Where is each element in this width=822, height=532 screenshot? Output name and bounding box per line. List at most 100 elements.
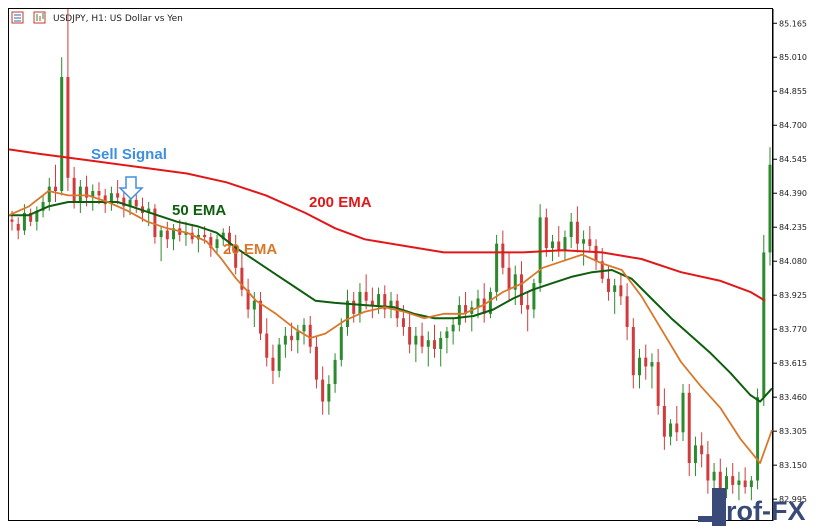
candle-body bbox=[184, 232, 188, 235]
candle bbox=[16, 217, 20, 240]
candle bbox=[575, 206, 579, 253]
candle-body bbox=[495, 243, 499, 292]
candle-body bbox=[725, 476, 729, 490]
candle bbox=[582, 230, 586, 266]
candle-body bbox=[283, 335, 287, 345]
candle-body bbox=[165, 230, 169, 240]
candle-body bbox=[445, 331, 449, 338]
y-tick-label: 82.995 bbox=[779, 495, 807, 504]
chart-menu-icon[interactable] bbox=[11, 11, 24, 24]
candle-body bbox=[128, 199, 132, 207]
ema50-line bbox=[9, 201, 773, 403]
candle-body bbox=[346, 300, 350, 328]
candle-body bbox=[532, 283, 536, 310]
y-tick-label: 83.925 bbox=[779, 291, 807, 300]
candle-body bbox=[401, 318, 405, 328]
candle-body bbox=[700, 445, 704, 455]
candle bbox=[78, 180, 82, 213]
candle-body bbox=[638, 357, 642, 376]
candle-body bbox=[277, 344, 281, 371]
candle bbox=[588, 226, 592, 253]
candle-body bbox=[265, 333, 269, 358]
candle-body bbox=[240, 267, 244, 290]
candle-body bbox=[743, 480, 747, 488]
candle-body bbox=[420, 335, 424, 347]
candle-body bbox=[687, 392, 691, 463]
candle bbox=[557, 226, 561, 257]
candle-body bbox=[656, 362, 660, 406]
candle bbox=[737, 471, 741, 501]
candle-body bbox=[66, 76, 70, 178]
ema20-label: 20 EMA bbox=[223, 241, 277, 258]
candle bbox=[594, 239, 598, 270]
candle-body bbox=[476, 298, 480, 308]
candle bbox=[302, 318, 306, 345]
candle bbox=[283, 327, 287, 358]
candle-body bbox=[718, 471, 722, 490]
candle-body bbox=[97, 191, 101, 196]
candle bbox=[60, 57, 64, 196]
ema20-line bbox=[8, 190, 773, 464]
candle-body bbox=[513, 274, 517, 290]
candle-body bbox=[333, 359, 337, 385]
candle bbox=[308, 316, 312, 354]
candle-body bbox=[644, 357, 648, 367]
y-axis: 85.165 85.010 84.855 84.700 84.545 84.390 84.2… bbox=[772, 9, 807, 521]
candle bbox=[165, 221, 169, 249]
candle-body bbox=[557, 241, 561, 251]
candle bbox=[346, 289, 350, 336]
candle bbox=[638, 348, 642, 389]
candle-body bbox=[209, 237, 213, 249]
candle-body bbox=[619, 285, 623, 297]
candle-body bbox=[234, 245, 238, 268]
candle bbox=[445, 327, 449, 354]
down-arrow-icon bbox=[118, 176, 144, 201]
chart-type-icon[interactable] bbox=[33, 11, 46, 24]
candle bbox=[693, 436, 697, 477]
y-tick-label: 84.545 bbox=[779, 155, 807, 164]
y-tick-label: 83.305 bbox=[779, 427, 807, 436]
ema-lines bbox=[8, 148, 773, 464]
candle-body bbox=[501, 243, 505, 268]
candle-body bbox=[451, 324, 455, 332]
candle bbox=[613, 278, 617, 314]
candle-body bbox=[60, 76, 64, 192]
candle bbox=[650, 353, 654, 389]
candle bbox=[29, 208, 33, 227]
candle bbox=[725, 467, 729, 499]
candle-body bbox=[302, 324, 306, 332]
candle bbox=[495, 234, 499, 301]
candle-body bbox=[47, 186, 51, 202]
candle-body bbox=[41, 201, 45, 211]
candle-body bbox=[613, 285, 617, 292]
candle bbox=[756, 388, 760, 490]
ema200-line bbox=[8, 148, 766, 302]
candle-body bbox=[414, 335, 418, 345]
candle-body bbox=[308, 324, 312, 347]
candle-body bbox=[519, 274, 523, 306]
candle-body bbox=[762, 252, 766, 398]
candle-body bbox=[10, 219, 14, 222]
candle-body bbox=[551, 241, 555, 249]
candle-body bbox=[321, 379, 325, 402]
candle bbox=[41, 195, 45, 218]
candle-body bbox=[134, 199, 138, 207]
candle bbox=[339, 318, 343, 367]
candle-body bbox=[327, 384, 331, 402]
candle bbox=[414, 327, 418, 363]
candle bbox=[669, 419, 673, 446]
candle-body bbox=[153, 208, 157, 238]
candle bbox=[370, 287, 374, 319]
candle-body bbox=[16, 223, 20, 231]
candle-body bbox=[706, 454, 710, 481]
candle-body bbox=[159, 230, 163, 238]
candle bbox=[749, 476, 753, 501]
candle bbox=[240, 252, 244, 297]
candle bbox=[687, 384, 691, 477]
candle-body bbox=[426, 340, 430, 347]
candle-body bbox=[78, 186, 82, 202]
candle bbox=[246, 278, 250, 319]
candle-body bbox=[314, 346, 318, 380]
